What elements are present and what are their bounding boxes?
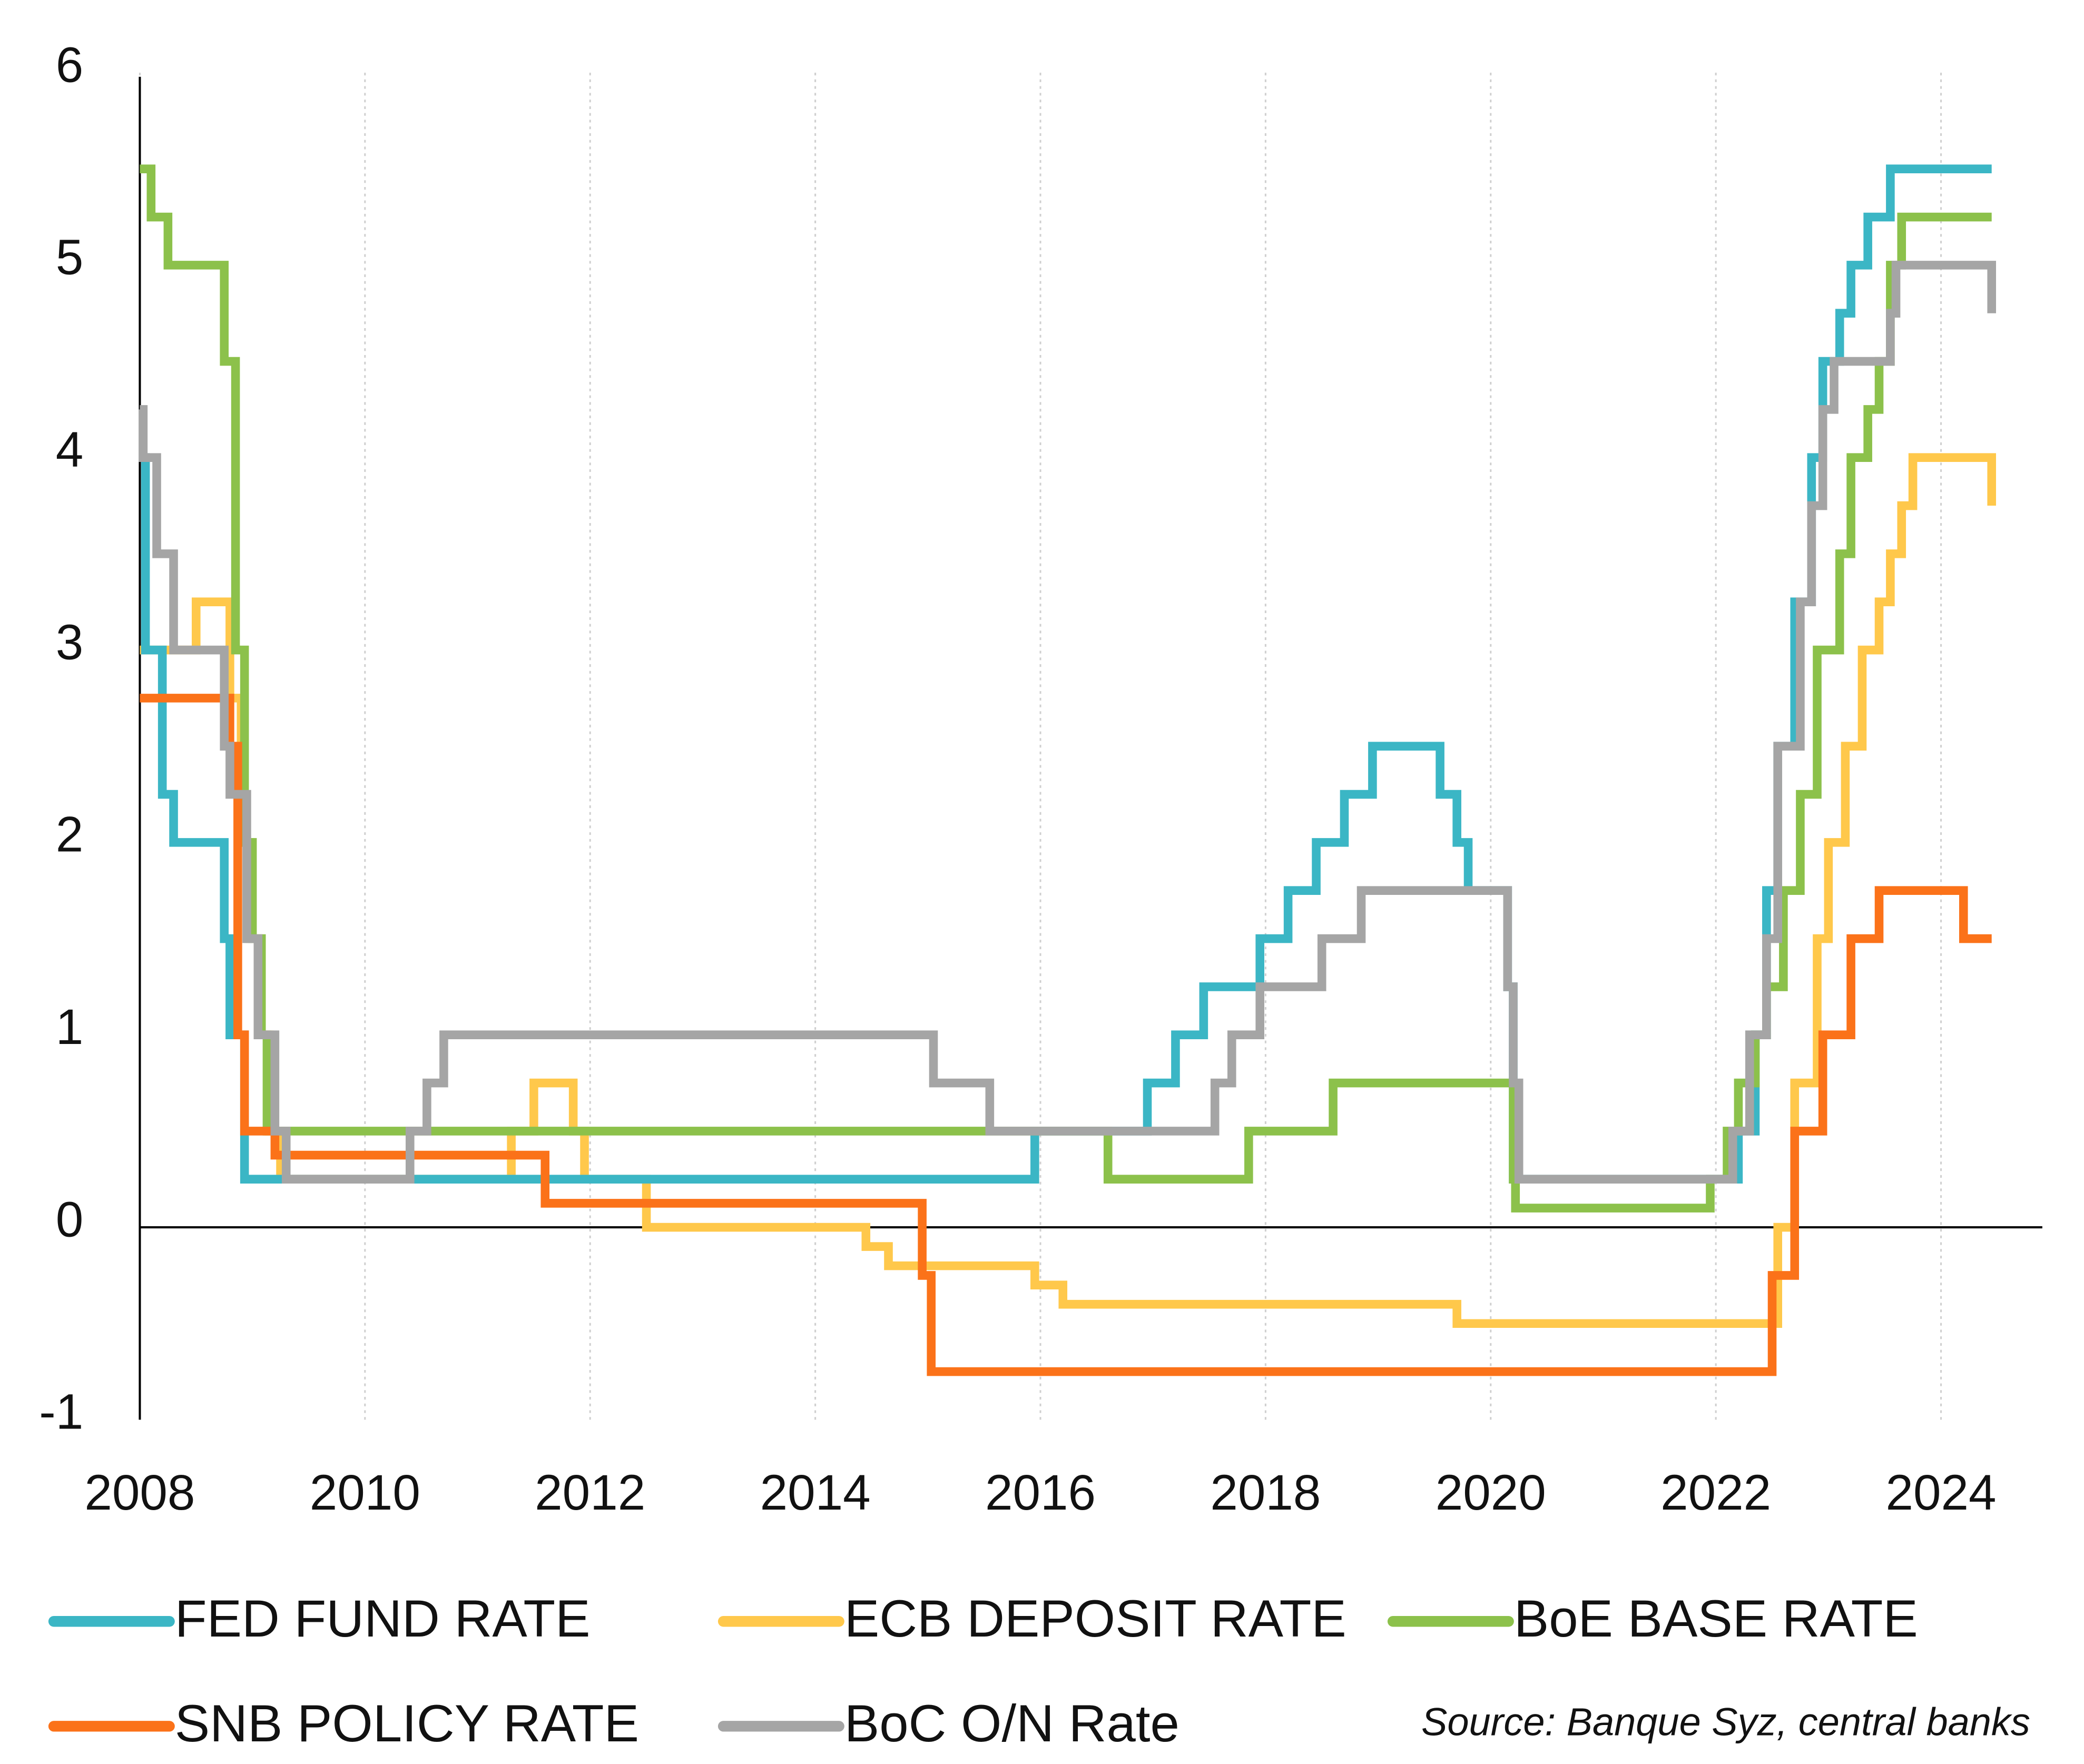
legend-label: BoE BASE RATE [1514, 1590, 1918, 1648]
x-tick-label: 2012 [535, 1465, 645, 1521]
legend-label: BoC O/N Rate [844, 1694, 1179, 1753]
x-tick-label: 2010 [310, 1465, 420, 1521]
y-tick-label: 3 [56, 615, 84, 670]
x-tick-label: 2008 [84, 1465, 195, 1521]
series-line [140, 164, 1992, 1184]
source-note: Source: Banque Syz, central banks [1421, 1700, 2030, 1743]
legend-label: SNB POLICY RATE [175, 1694, 639, 1753]
series-line [140, 164, 1992, 1213]
x-tick-label: 2018 [1210, 1465, 1321, 1521]
x-tick-label: 2024 [1886, 1465, 1997, 1521]
y-tick-label: 5 [56, 230, 84, 285]
y-tick-label: -1 [39, 1385, 83, 1440]
y-tick-label: 0 [56, 1192, 84, 1247]
x-tick-label: 2020 [1436, 1465, 1546, 1521]
legend-label: ECB DEPOSIT RATE [844, 1590, 1346, 1648]
y-tick-label: 6 [56, 37, 84, 93]
x-tick-label: 2014 [760, 1465, 871, 1521]
x-tick-label: 2016 [985, 1465, 1096, 1521]
y-tick-label: 4 [56, 422, 84, 478]
series-line [140, 694, 1992, 1376]
x-tick-label: 2022 [1660, 1465, 1771, 1521]
y-tick-label: 1 [56, 1000, 84, 1055]
legend-label: FED FUND RATE [175, 1590, 591, 1648]
y-tick-label: 2 [56, 807, 84, 863]
series-line [139, 261, 1997, 1184]
